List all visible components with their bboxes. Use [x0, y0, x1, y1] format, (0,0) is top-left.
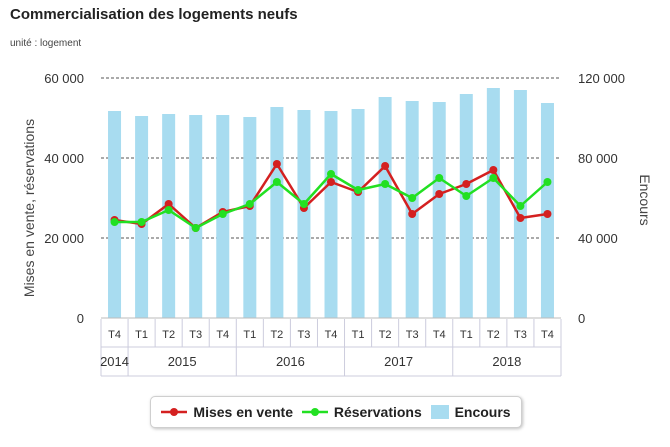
bar [297, 110, 311, 318]
legend-item-encours[interactable]: Encours [430, 404, 511, 420]
bar [162, 114, 176, 318]
bar [243, 117, 257, 318]
data-point [381, 162, 390, 170]
data-point [110, 218, 119, 226]
legend-label: Réservations [333, 404, 422, 420]
y2-tick-label: 80 000 [578, 151, 618, 166]
x-tick-label: T1 [135, 329, 148, 341]
legend-line-marker-icon [301, 408, 328, 416]
data-point [164, 200, 173, 208]
y-tick-label: 20 000 [44, 231, 84, 246]
chart-title: Commercialisation des logements neufs [10, 6, 298, 23]
year-label: 2016 [276, 354, 305, 369]
x-tick-label: T1 [460, 329, 473, 341]
year-label: 2014 [100, 354, 129, 369]
y2-tick-label: 0 [578, 311, 585, 326]
bar [405, 101, 419, 318]
data-point [489, 174, 498, 182]
x-tick-label: T1 [352, 329, 365, 341]
bar [351, 109, 365, 318]
data-point [272, 178, 281, 186]
bar [189, 115, 203, 318]
data-point [272, 160, 281, 168]
bar [270, 107, 284, 318]
x-tick-label: T3 [514, 329, 527, 341]
data-point [516, 202, 525, 210]
chart-subtitle: unité : logement [10, 38, 82, 49]
data-point [381, 180, 390, 188]
bar [378, 97, 392, 318]
data-point [327, 178, 335, 186]
data-point [543, 210, 552, 218]
data-point [516, 214, 525, 222]
data-point [462, 192, 471, 200]
y2-axis-title: Encours [637, 174, 653, 225]
legend-item-mises-en-vente[interactable]: Mises en vente [161, 404, 293, 420]
x-tick-label: T4 [433, 329, 446, 341]
x-tick-label: T2 [379, 329, 392, 341]
x-tick-label: T4 [216, 329, 229, 341]
legend-label: Encours [454, 404, 511, 420]
bar [432, 102, 446, 318]
x-tick-label: T2 [487, 329, 500, 341]
data-point [218, 210, 227, 218]
data-point [245, 200, 254, 208]
legend: Mises en vente Réservations Encours [150, 396, 522, 428]
bar [324, 111, 338, 318]
data-point [164, 206, 173, 214]
data-point [408, 210, 417, 218]
data-point [408, 194, 417, 202]
y2-tick-label: 120 000 [578, 71, 625, 86]
legend-line-marker-icon [161, 408, 188, 416]
x-tick-label: T4 [325, 329, 338, 341]
y-tick-label: 40 000 [44, 151, 84, 166]
bar [135, 116, 149, 318]
y-axis-title: Mises en vente, réservations [21, 119, 37, 297]
x-tick-label: T1 [243, 329, 256, 341]
year-label: 2017 [384, 354, 413, 369]
x-tick-label: T2 [270, 329, 283, 341]
y2-tick-label: 40 000 [578, 231, 618, 246]
legend-label: Mises en vente [193, 404, 294, 420]
x-tick-label: T2 [162, 329, 175, 341]
data-point [489, 166, 498, 174]
data-point [327, 170, 335, 178]
data-point [354, 186, 363, 194]
bar [459, 94, 473, 318]
bar [486, 88, 500, 318]
y-tick-label: 60 000 [44, 71, 84, 86]
legend-item-reservations[interactable]: Réservations [301, 404, 422, 420]
x-tick-label: T4 [108, 329, 121, 341]
x-tick-label: T4 [541, 329, 554, 341]
x-tick-label: T3 [298, 329, 311, 341]
bar [108, 111, 122, 318]
year-label: 2018 [492, 354, 521, 369]
data-point [299, 200, 308, 208]
data-point [137, 218, 146, 226]
data-point [462, 180, 471, 188]
x-tick-label: T3 [189, 329, 202, 341]
data-point [435, 174, 444, 182]
y-tick-label: 0 [77, 311, 84, 326]
year-label: 2015 [168, 354, 197, 369]
data-point [435, 190, 444, 198]
data-point [543, 178, 552, 186]
data-point [191, 224, 200, 232]
legend-bar-swatch-icon [430, 405, 449, 419]
x-tick-label: T3 [406, 329, 419, 341]
